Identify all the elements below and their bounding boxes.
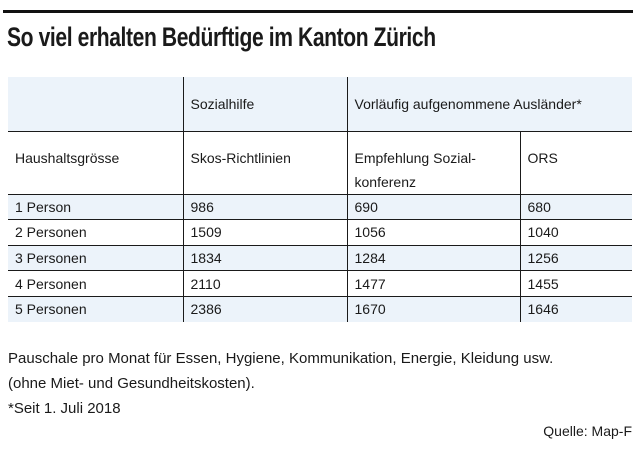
row-label: 4 Personen xyxy=(8,270,183,297)
value-sozialkonferenz: 1056 xyxy=(346,219,520,246)
value-ors: 1040 xyxy=(519,219,632,246)
title-rule xyxy=(3,10,633,13)
table-row: 5 Personen 2386 1670 1646 xyxy=(8,296,632,322)
row-label: 3 Personen xyxy=(8,245,183,272)
value-skos: 1509 xyxy=(182,219,347,246)
column-header-skos: Skos-Richtlinien xyxy=(182,131,347,195)
footnote-line-3: *Seit 1. Juli 2018 xyxy=(8,400,121,417)
column-header-sozialkonferenz: Empfehlung Sozial- konferenz xyxy=(346,131,520,195)
column-header-sozialkonferenz-line2: konferenz xyxy=(354,173,416,190)
row-label: 2 Personen xyxy=(8,219,183,246)
value-skos: 986 xyxy=(182,194,347,221)
corner-cell xyxy=(8,77,183,132)
page-title: So viel erhalten Bedürftige im Kanton Zü… xyxy=(7,22,436,52)
row-label: 1 Person xyxy=(8,194,183,221)
column-header-haushaltsgroesse: Haushaltsgrösse xyxy=(8,131,183,195)
table-row: 1 Person 986 690 680 xyxy=(8,194,632,221)
group-header-sozialhilfe: Sozialhilfe xyxy=(182,77,347,132)
group-header-auslaender: Vorläufig aufgenommene Ausländer* xyxy=(346,77,632,132)
group-header-row: Sozialhilfe Vorläufig aufgenommene Auslä… xyxy=(8,77,632,132)
value-sozialkonferenz: 1670 xyxy=(346,296,520,322)
value-sozialkonferenz: 690 xyxy=(346,194,520,221)
column-header-ors: ORS xyxy=(519,131,632,195)
footnotes: Pauschale pro Monat für Essen, Hygiene, … xyxy=(8,346,553,421)
value-sozialkonferenz: 1284 xyxy=(346,245,520,272)
footnote-line-1: Pauschale pro Monat für Essen, Hygiene, … xyxy=(8,350,554,367)
value-skos: 1834 xyxy=(182,245,347,272)
value-skos: 2386 xyxy=(182,296,347,322)
benefits-table: Sozialhilfe Vorläufig aufgenommene Auslä… xyxy=(8,77,632,322)
column-header-row: Haushaltsgrösse Skos-Richtlinien Empfehl… xyxy=(8,131,632,195)
value-ors: 680 xyxy=(519,194,632,221)
value-skos: 2110 xyxy=(182,270,347,297)
value-ors: 1256 xyxy=(519,245,632,272)
table-row: 3 Personen 1834 1284 1256 xyxy=(8,245,632,272)
value-ors: 1455 xyxy=(519,270,632,297)
value-sozialkonferenz: 1477 xyxy=(346,270,520,297)
column-header-sozialkonferenz-line1: Empfehlung Sozial- xyxy=(354,149,476,166)
table-row: 4 Personen 2110 1477 1455 xyxy=(8,270,632,297)
footnote-line-2: (ohne Miet- und Gesundheitskosten). xyxy=(8,375,255,392)
table-row: 2 Personen 1509 1056 1040 xyxy=(8,219,632,246)
source-credit: Quelle: Map-F xyxy=(543,423,632,439)
value-ors: 1646 xyxy=(519,296,632,322)
row-label: 5 Personen xyxy=(15,301,87,318)
